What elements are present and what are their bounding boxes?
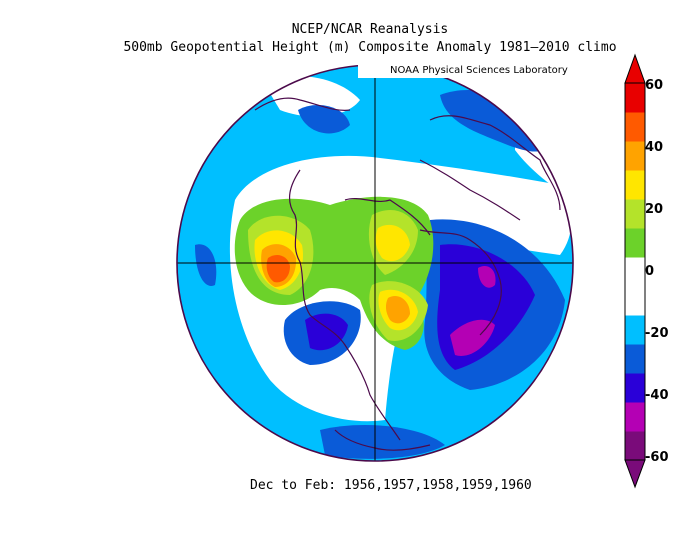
chart-title: NCEP/NCAR Reanalysis — [291, 22, 449, 37]
colorbar-tick-minus-20: -20 — [645, 326, 669, 341]
anomaly-indigo-center — [305, 313, 348, 351]
chart-subtitle: 500mb Geopotential Height (m) Composite … — [123, 40, 617, 55]
coastline-eurasia-mid — [419, 159, 521, 221]
anomaly-dark-blue-north — [298, 105, 350, 134]
colorbar-segment — [625, 112, 645, 142]
anomaly-red-core — [266, 254, 290, 283]
colorbar — [624, 53, 646, 489]
colorbar-segment — [625, 199, 645, 229]
colorbar-segment — [625, 402, 645, 432]
colorbar-bottom-arrow — [624, 459, 646, 489]
anomaly-yellow-north — [375, 224, 410, 262]
colorbar-segment — [625, 141, 645, 171]
colorbar-segment — [625, 228, 645, 258]
colorbar-segment — [625, 431, 645, 461]
colorbar-segment — [625, 344, 645, 374]
coastline-eurasia-north — [429, 115, 561, 211]
coastline-americas — [288, 169, 401, 441]
colorbar-tick-0: 0 — [645, 264, 655, 279]
coastline-asia-pacific — [254, 97, 351, 111]
colorbar-tick-40: 40 — [645, 140, 664, 155]
colorbar-segment — [625, 286, 645, 316]
colorbar-tick-minus-40: -40 — [645, 388, 669, 403]
coastline-arctic — [344, 197, 431, 236]
anomaly-field — [177, 65, 573, 461]
colorbar-segment — [625, 170, 645, 200]
anomaly-orange-south — [385, 295, 410, 324]
colorbar-tick-60: 60 — [645, 78, 664, 93]
date-range-footer: Dec to Feb: 1956,1957,1958,1959,1960 — [250, 478, 532, 493]
colorbar-top-arrow — [624, 53, 646, 84]
credit-label: NOAA Physical Sciences Laboratory — [358, 63, 588, 78]
colorbar-segment — [625, 373, 645, 403]
colorbar-segment — [625, 315, 645, 345]
coastlines — [254, 97, 561, 451]
colorbar-segment — [625, 83, 645, 113]
colorbar-tick-minus-60: -60 — [645, 450, 669, 465]
colorbar-frame — [624, 82, 646, 461]
anomaly-magenta-north — [478, 265, 496, 288]
anomaly-dark-blue-west — [195, 244, 217, 286]
coastline-greenland — [419, 229, 502, 336]
colorbar-segment — [625, 257, 645, 287]
anomaly-map — [176, 64, 574, 462]
colorbar-tick-20: 20 — [645, 202, 664, 217]
anomaly-dark-blue-south — [320, 425, 445, 459]
anomaly-magenta-south — [450, 319, 495, 356]
